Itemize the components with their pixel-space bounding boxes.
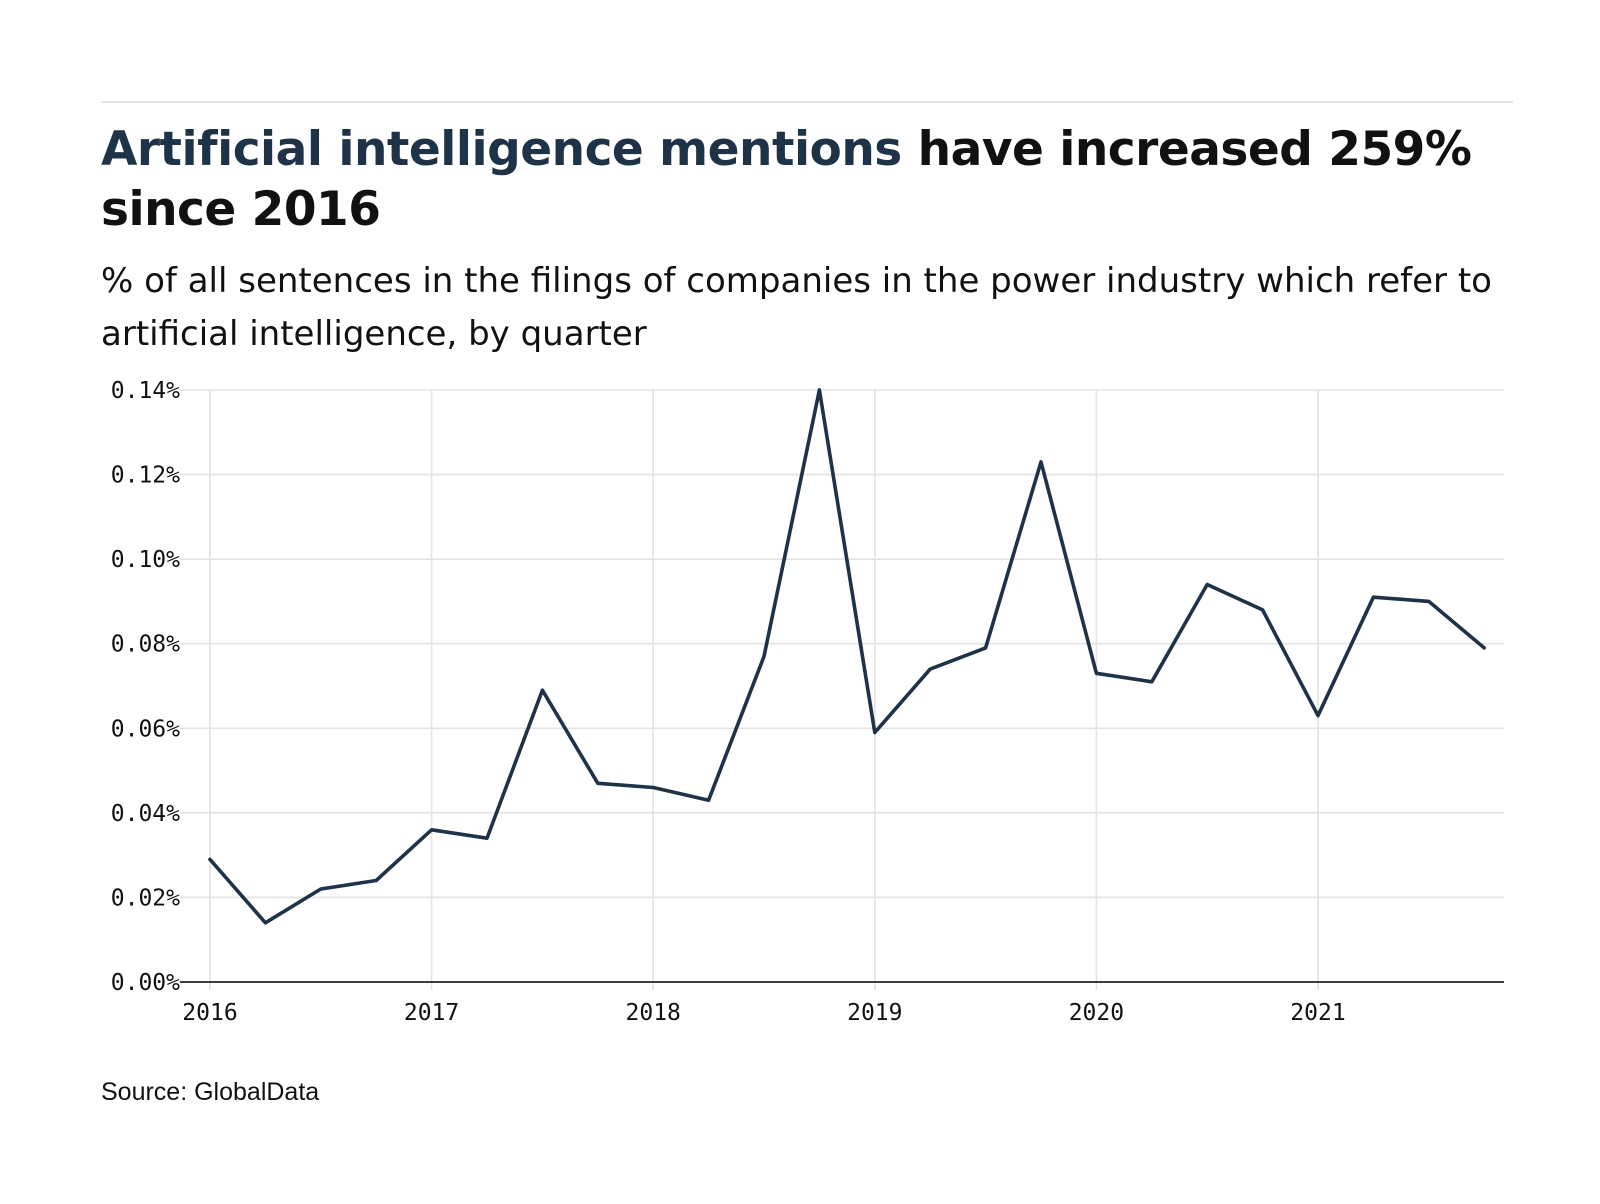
data-point xyxy=(208,857,212,861)
y-tick-label: 0.12% xyxy=(111,463,180,489)
data-point xyxy=(1482,646,1486,650)
data-point xyxy=(1094,671,1098,675)
data-point xyxy=(928,667,932,671)
top-divider xyxy=(101,101,1513,103)
data-point xyxy=(596,781,600,785)
x-tick-label: 2016 xyxy=(182,1000,237,1026)
data-point xyxy=(1261,608,1265,612)
data-point xyxy=(1150,680,1154,684)
x-gridlines xyxy=(209,390,1319,990)
data-point xyxy=(984,646,988,650)
chart-title: Artificial intelligence mentions have in… xyxy=(101,120,1521,240)
x-tick-label: 2020 xyxy=(1069,1000,1124,1026)
data-point xyxy=(319,887,323,891)
data-point xyxy=(540,688,544,692)
y-tick-labels: 0.00% 0.02% 0.04% 0.06% 0.08% 0.10% 0.12% 0.14% xyxy=(111,378,180,996)
data-point xyxy=(1371,595,1375,599)
x-tick-label: 2021 xyxy=(1290,1000,1345,1026)
y-tick-label: 0.02% xyxy=(111,885,180,911)
series-line xyxy=(208,388,1486,925)
y-tick-label: 0.10% xyxy=(111,547,180,573)
series-layer xyxy=(208,388,1486,925)
chart-subtitle: % of all sentences in the filings of com… xyxy=(101,261,1492,354)
data-point xyxy=(430,828,434,832)
data-point xyxy=(485,836,489,840)
y-tick-label: 0.00% xyxy=(111,970,180,996)
x-tick-label: 2018 xyxy=(626,1000,681,1026)
chart-title-highlight: Artificial intelligence mentions xyxy=(101,122,902,177)
data-point xyxy=(817,388,821,392)
x-tick-labels: 2016 2017 2018 2019 2020 2021 xyxy=(182,1000,1345,1026)
data-point xyxy=(1039,460,1043,464)
y-tick-label: 0.04% xyxy=(111,801,180,827)
y-gridlines xyxy=(180,389,1504,899)
y-tick-label: 0.06% xyxy=(111,716,180,742)
data-point xyxy=(1205,583,1209,587)
source-note: Source: GlobalData xyxy=(101,1078,320,1106)
chart-title-rest: have increased 259% since 2016 xyxy=(101,122,1472,237)
data-point xyxy=(374,879,378,883)
y-tick-label: 0.14% xyxy=(111,378,180,404)
data-point xyxy=(762,654,766,658)
data-point xyxy=(707,798,711,802)
data-point xyxy=(263,921,267,925)
data-point xyxy=(651,786,655,790)
y-tick-label: 0.08% xyxy=(111,632,180,658)
data-point xyxy=(1316,714,1320,718)
x-tick-label: 2017 xyxy=(404,1000,459,1026)
data-point xyxy=(873,731,877,735)
x-tick-label: 2019 xyxy=(847,1000,902,1026)
data-point xyxy=(1427,599,1431,603)
